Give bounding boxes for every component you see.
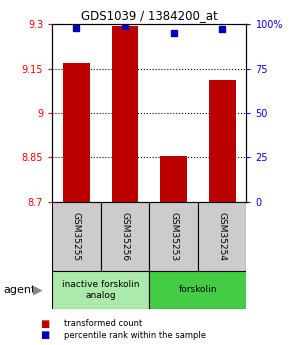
Title: GDS1039 / 1384200_at: GDS1039 / 1384200_at bbox=[81, 9, 218, 22]
Text: GSM35255: GSM35255 bbox=[72, 212, 81, 261]
Bar bbox=[52, 271, 149, 309]
Bar bbox=[112, 26, 138, 202]
Text: forskolin: forskolin bbox=[179, 285, 217, 294]
Bar bbox=[52, 202, 101, 271]
Text: inactive forskolin
analog: inactive forskolin analog bbox=[62, 280, 139, 299]
Bar bbox=[149, 202, 198, 271]
Text: ▶: ▶ bbox=[33, 283, 43, 296]
Text: GSM35254: GSM35254 bbox=[218, 212, 227, 261]
Bar bbox=[209, 80, 235, 202]
Bar bbox=[160, 156, 187, 202]
Text: transformed count: transformed count bbox=[64, 319, 142, 328]
Bar bbox=[198, 202, 246, 271]
Text: GSM35253: GSM35253 bbox=[169, 212, 178, 261]
Bar bbox=[149, 271, 246, 309]
Text: ■: ■ bbox=[41, 331, 50, 340]
Bar bbox=[101, 202, 149, 271]
Text: percentile rank within the sample: percentile rank within the sample bbox=[64, 331, 206, 340]
Text: agent: agent bbox=[3, 285, 35, 295]
Text: GSM35256: GSM35256 bbox=[121, 212, 130, 261]
Text: ■: ■ bbox=[41, 319, 50, 328]
Bar bbox=[63, 63, 90, 202]
